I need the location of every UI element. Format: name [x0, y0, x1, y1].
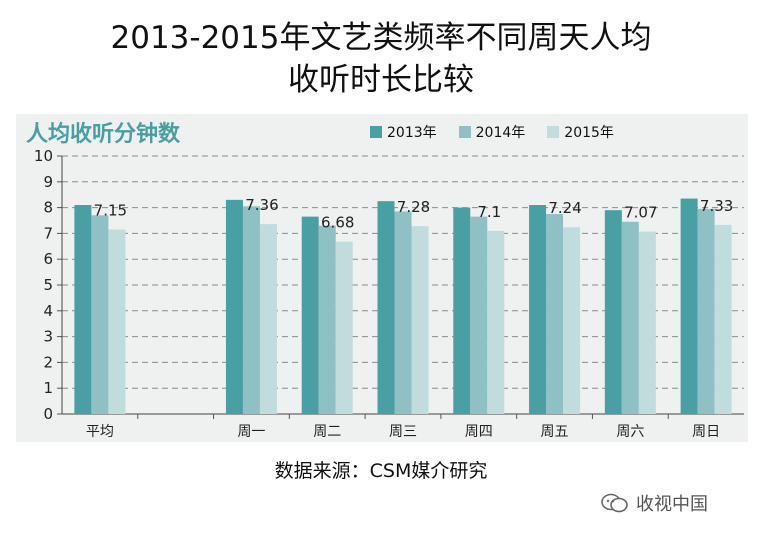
legend: 2013年 2014年 2015年 — [370, 122, 614, 142]
y-tick-label: 8 — [43, 199, 53, 217]
legend-swatch-2014 — [458, 126, 471, 138]
legend-label-2014: 2014年 — [475, 125, 526, 141]
legend-label-2013: 2013年 — [387, 125, 437, 141]
bar-2014-6 — [546, 214, 564, 414]
legend-swatch-2015 — [547, 126, 560, 138]
bar-2014-8 — [697, 208, 715, 414]
bar-2013-4 — [377, 201, 395, 414]
y-tick-label: 3 — [43, 328, 53, 346]
x-tick-label: 周六 — [616, 424, 644, 440]
bar-2015-7 — [638, 231, 656, 414]
x-tick-label: 周二 — [313, 424, 341, 440]
x-tick-label: 周一 — [237, 424, 265, 440]
bar-2014-5 — [470, 216, 488, 414]
legend-item-2013: 2013年 — [370, 122, 437, 142]
data-label: 7.1 — [477, 203, 501, 221]
x-tick-label: 周日 — [692, 424, 720, 440]
bar-2015-0 — [108, 229, 126, 414]
data-label: 6.68 — [321, 214, 354, 232]
bar-2014-3 — [318, 225, 336, 414]
legend-item-2014: 2014年 — [458, 122, 526, 142]
y-tick-label: 0 — [43, 405, 53, 423]
bar-2013-3 — [301, 216, 319, 414]
x-tick-label: 平均 — [86, 424, 114, 440]
watermark-text: 收视中国 — [636, 494, 708, 515]
data-label: 7.36 — [245, 196, 278, 214]
bar-2015-4 — [411, 226, 429, 414]
bar-2015-3 — [335, 241, 353, 414]
bar-2013-5 — [453, 207, 471, 414]
x-tick-label: 周三 — [389, 424, 417, 440]
y-tick-label: 5 — [43, 276, 53, 294]
y-tick-label: 7 — [43, 224, 53, 242]
legend-label-2015: 2015年 — [564, 125, 614, 141]
bar-2013-2 — [225, 199, 243, 414]
chart-title-line1: 2013-2015年文艺类频率不同周天人均 — [110, 20, 652, 56]
x-tick-label: 周四 — [465, 424, 493, 440]
y-tick-label: 4 — [43, 302, 53, 320]
data-label: 7.24 — [548, 199, 581, 217]
chart-title-line2: 收听时长比较 — [288, 62, 474, 98]
bar-2013-8 — [680, 198, 698, 414]
bar-2013-7 — [604, 210, 622, 414]
legend-swatch-2013 — [370, 126, 382, 138]
y-tick-label: 2 — [43, 353, 53, 371]
bar-2014-4 — [394, 211, 412, 414]
bar-2015-5 — [487, 230, 505, 414]
bar-2014-2 — [242, 206, 260, 414]
watermark: 收视中国 — [600, 490, 708, 516]
source-note: 数据来源：CSM媒介研究 — [274, 460, 488, 482]
y-tick-label: 10 — [34, 147, 53, 165]
wechat-icon — [601, 493, 628, 513]
data-label: 7.28 — [397, 198, 430, 216]
bar-2013-0 — [74, 205, 92, 414]
y-tick-label: 1 — [43, 379, 53, 397]
bar-2013-6 — [529, 205, 547, 414]
chart-subtitle: 人均收听分钟数 — [26, 122, 181, 147]
data-label: 7.15 — [94, 202, 127, 220]
bar-2014-7 — [621, 221, 639, 414]
legend-item-2015: 2015年 — [547, 122, 614, 142]
bar-2015-6 — [563, 227, 581, 414]
data-label: 7.07 — [624, 204, 657, 222]
data-label: 7.33 — [700, 197, 733, 215]
y-tick-label: 9 — [43, 173, 53, 191]
y-tick-label: 6 — [43, 250, 53, 268]
x-tick-label: 周五 — [541, 424, 569, 440]
bar-2015-8 — [714, 224, 732, 414]
bar-2015-2 — [259, 224, 277, 414]
bar-2014-0 — [91, 215, 109, 414]
